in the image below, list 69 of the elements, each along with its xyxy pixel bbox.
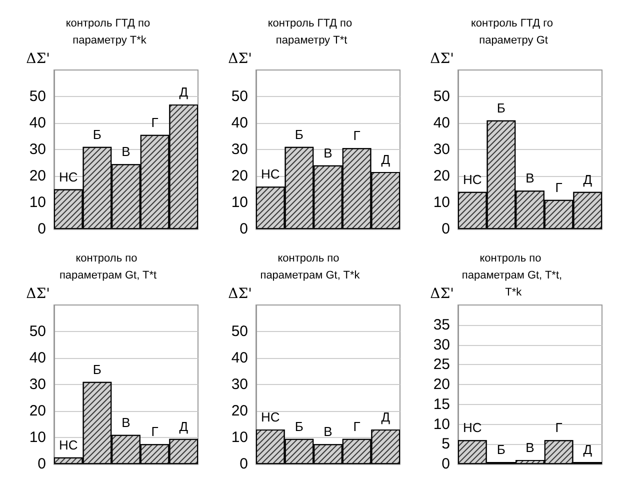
y-tick-label: 0: [240, 456, 248, 472]
y-tick-label: 40: [29, 114, 46, 132]
x-tick-label: Д: [381, 410, 390, 425]
y-tick-label: 35: [433, 316, 450, 334]
y-tick-label: 50: [231, 323, 248, 340]
y-tick-label: 30: [433, 336, 450, 354]
x-tick-label: В: [324, 145, 332, 160]
chart-title: контроль ГТД го параметру Gt: [470, 18, 554, 46]
chart-title: контроль ГТД по параметру T*t: [268, 18, 352, 46]
y-tick-label: 40: [433, 114, 450, 132]
y-tick-label: 50: [29, 88, 46, 105]
y-tick-label: 10: [433, 194, 450, 211]
chart-title: контроль по параметрам Gt, T*t: [59, 252, 157, 282]
y-tick-label: 50: [29, 323, 46, 340]
y-tick-label: 30: [231, 376, 248, 393]
x-tick-label: Б: [294, 126, 304, 142]
y-axis-title: ΔΣ': [228, 51, 252, 67]
y-tick-label: 25: [433, 356, 450, 374]
category-label: Б: [496, 442, 506, 458]
chart-title: контроль по параметрам Gt, T*t, T*k: [462, 252, 562, 298]
y-tick-label: 15: [433, 396, 450, 413]
x-tick-label: Г: [353, 128, 360, 144]
y-tick-label: 30: [433, 141, 450, 158]
y-tick-label: 0: [240, 220, 248, 238]
x-tick-label: Д: [179, 418, 188, 434]
y-axis-title: ΔΣ': [26, 286, 50, 302]
y-tick-label: 10: [231, 429, 248, 446]
category-label: Б: [496, 100, 506, 116]
y-tick-label: 40: [29, 350, 46, 366]
category-label: Д: [583, 442, 592, 458]
y-axis-title: ΔΣ': [430, 286, 454, 302]
x-tick-label: Д: [381, 152, 390, 168]
y-axis-title: ΔΣ': [430, 51, 454, 67]
y-tick-label: 20: [433, 376, 450, 393]
x-tick-label: В: [122, 414, 130, 430]
y-tick-label: 0: [442, 456, 450, 472]
y-axis-title: ΔΣ': [26, 51, 50, 67]
y-tick-label: 30: [29, 376, 46, 393]
y-tick-label: 50: [433, 88, 450, 105]
y-tick-label: 50: [231, 88, 248, 105]
y-tick-label: 0: [442, 220, 450, 238]
y-tick-label: 30: [29, 141, 46, 158]
y-tick-label: 10: [29, 429, 46, 446]
x-tick-label: НС: [261, 410, 280, 425]
category-label: В: [526, 440, 534, 456]
y-tick-label: 20: [231, 168, 248, 184]
chart-title: контроль по параметрам Gt, T*k: [260, 252, 360, 282]
y-tick-label: 40: [231, 114, 248, 132]
category-label: Г: [555, 180, 562, 195]
y-tick-label: 20: [29, 168, 46, 184]
x-tick-label: Б: [294, 418, 304, 434]
y-tick-label: 20: [433, 168, 450, 184]
y-tick-label: 40: [231, 350, 248, 366]
x-tick-label: Б: [92, 126, 102, 142]
y-tick-label: 10: [29, 194, 46, 211]
y-tick-label: 0: [38, 456, 46, 472]
y-tick-label: 5: [442, 436, 450, 453]
x-tick-label: В: [324, 424, 332, 440]
y-tick-label: 10: [231, 194, 248, 211]
y-tick-label: 30: [231, 141, 248, 158]
y-axis-title: ΔΣ': [228, 286, 252, 302]
y-tick-label: 20: [231, 402, 248, 420]
x-tick-label: Г: [151, 424, 158, 440]
y-tick-label: 20: [29, 402, 46, 420]
x-tick-label: Г: [353, 418, 360, 434]
x-tick-label: В: [122, 144, 130, 160]
chart-title: контроль ГТД по параметру T*k: [66, 18, 150, 46]
y-tick-label: 0: [38, 220, 46, 238]
y-tick-label: 10: [433, 416, 450, 433]
